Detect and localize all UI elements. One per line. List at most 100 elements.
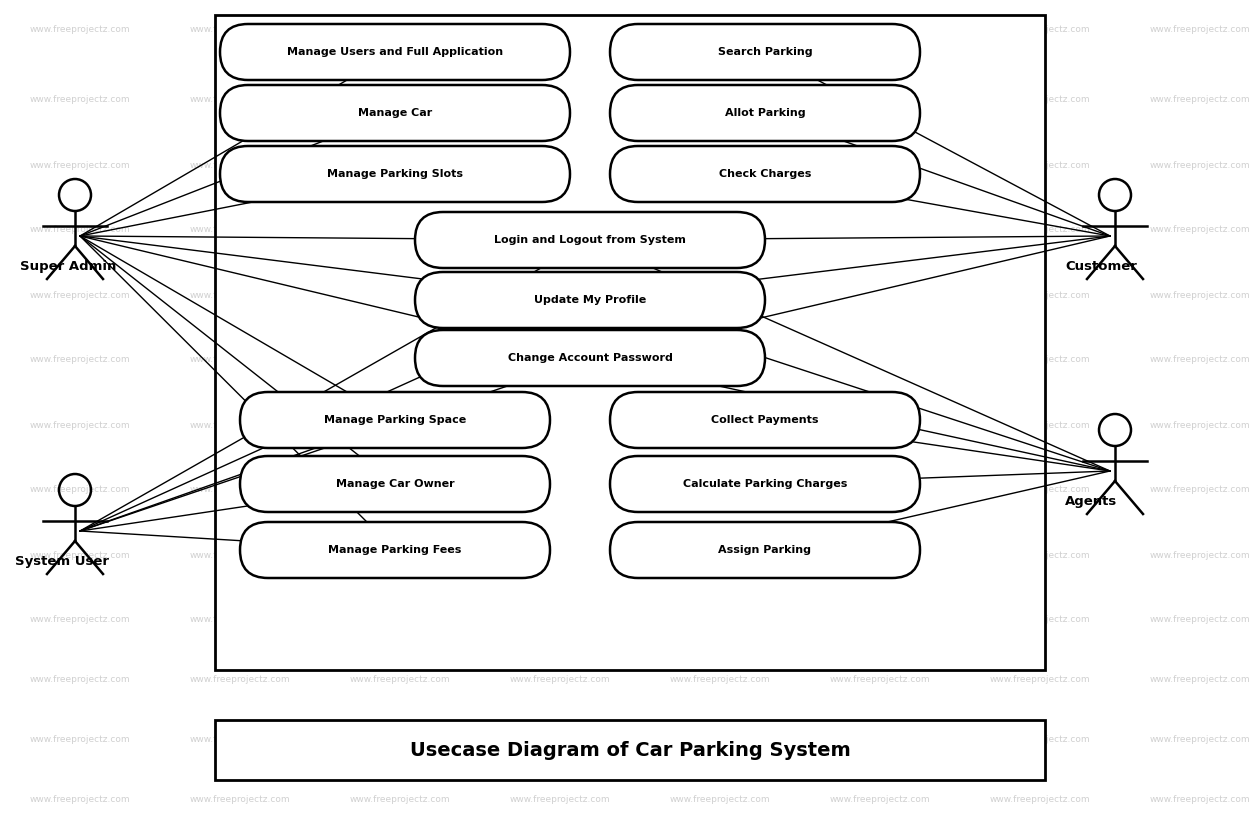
Text: www.freeprojectz.com: www.freeprojectz.com: [830, 616, 930, 625]
Text: www.freeprojectz.com: www.freeprojectz.com: [30, 676, 131, 685]
Text: www.freeprojectz.com: www.freeprojectz.com: [1150, 355, 1250, 364]
Text: Manage Parking Space: Manage Parking Space: [324, 415, 466, 425]
FancyBboxPatch shape: [610, 392, 920, 448]
Text: www.freeprojectz.com: www.freeprojectz.com: [830, 25, 930, 34]
Text: www.freeprojectz.com: www.freeprojectz.com: [350, 486, 451, 495]
Text: www.freeprojectz.com: www.freeprojectz.com: [830, 291, 930, 300]
FancyBboxPatch shape: [415, 330, 766, 386]
Text: www.freeprojectz.com: www.freeprojectz.com: [190, 25, 290, 34]
FancyBboxPatch shape: [610, 24, 920, 80]
Text: www.freeprojectz.com: www.freeprojectz.com: [190, 735, 290, 744]
Text: www.freeprojectz.com: www.freeprojectz.com: [30, 355, 131, 364]
FancyBboxPatch shape: [415, 212, 766, 268]
Text: www.freeprojectz.com: www.freeprojectz.com: [670, 795, 771, 804]
Text: Change Account Password: Change Account Password: [507, 353, 673, 363]
FancyBboxPatch shape: [240, 456, 550, 512]
Text: Agents: Agents: [1065, 495, 1117, 508]
Text: www.freeprojectz.com: www.freeprojectz.com: [30, 291, 131, 300]
Text: www.freeprojectz.com: www.freeprojectz.com: [190, 616, 290, 625]
Text: www.freeprojectz.com: www.freeprojectz.com: [990, 25, 1091, 34]
Text: www.freeprojectz.com: www.freeprojectz.com: [670, 96, 771, 105]
Text: Check Charges: Check Charges: [719, 169, 811, 179]
Text: www.freeprojectz.com: www.freeprojectz.com: [510, 735, 610, 744]
Text: www.freeprojectz.com: www.freeprojectz.com: [670, 735, 771, 744]
Text: www.freeprojectz.com: www.freeprojectz.com: [510, 616, 610, 625]
Text: Search Parking: Search Parking: [718, 47, 812, 57]
Text: www.freeprojectz.com: www.freeprojectz.com: [30, 616, 131, 625]
FancyBboxPatch shape: [240, 392, 550, 448]
Text: www.freeprojectz.com: www.freeprojectz.com: [670, 25, 771, 34]
FancyBboxPatch shape: [220, 24, 570, 80]
Text: www.freeprojectz.com: www.freeprojectz.com: [990, 291, 1091, 300]
Text: Manage Users and Full Application: Manage Users and Full Application: [287, 47, 503, 57]
Bar: [215, 720, 1045, 780]
Text: www.freeprojectz.com: www.freeprojectz.com: [670, 486, 771, 495]
Text: www.freeprojectz.com: www.freeprojectz.com: [1150, 616, 1250, 625]
Text: www.freeprojectz.com: www.freeprojectz.com: [990, 420, 1091, 429]
Text: www.freeprojectz.com: www.freeprojectz.com: [350, 355, 451, 364]
Text: www.freeprojectz.com: www.freeprojectz.com: [670, 676, 771, 685]
Text: www.freeprojectz.com: www.freeprojectz.com: [30, 96, 131, 105]
Text: Customer: Customer: [1065, 260, 1137, 273]
Text: Super Admin: Super Admin: [20, 260, 117, 273]
Text: www.freeprojectz.com: www.freeprojectz.com: [830, 161, 930, 170]
Text: www.freeprojectz.com: www.freeprojectz.com: [190, 676, 290, 685]
Text: www.freeprojectz.com: www.freeprojectz.com: [190, 161, 290, 170]
Text: www.freeprojectz.com: www.freeprojectz.com: [350, 96, 451, 105]
Text: www.freeprojectz.com: www.freeprojectz.com: [830, 225, 930, 234]
Text: www.freeprojectz.com: www.freeprojectz.com: [990, 795, 1091, 804]
Text: www.freeprojectz.com: www.freeprojectz.com: [1150, 735, 1250, 744]
Text: www.freeprojectz.com: www.freeprojectz.com: [510, 225, 610, 234]
Text: www.freeprojectz.com: www.freeprojectz.com: [510, 420, 610, 429]
Text: www.freeprojectz.com: www.freeprojectz.com: [830, 486, 930, 495]
Text: www.freeprojectz.com: www.freeprojectz.com: [190, 550, 290, 559]
Text: www.freeprojectz.com: www.freeprojectz.com: [190, 795, 290, 804]
Text: www.freeprojectz.com: www.freeprojectz.com: [350, 616, 451, 625]
Text: www.freeprojectz.com: www.freeprojectz.com: [990, 550, 1091, 559]
Text: www.freeprojectz.com: www.freeprojectz.com: [990, 676, 1091, 685]
Bar: [215, 15, 1045, 670]
Text: www.freeprojectz.com: www.freeprojectz.com: [670, 161, 771, 170]
Text: www.freeprojectz.com: www.freeprojectz.com: [830, 676, 930, 685]
Text: www.freeprojectz.com: www.freeprojectz.com: [990, 616, 1091, 625]
Text: www.freeprojectz.com: www.freeprojectz.com: [830, 735, 930, 744]
Text: www.freeprojectz.com: www.freeprojectz.com: [1150, 225, 1250, 234]
Text: Login and Logout from System: Login and Logout from System: [494, 235, 686, 245]
Text: www.freeprojectz.com: www.freeprojectz.com: [30, 161, 131, 170]
FancyBboxPatch shape: [610, 522, 920, 578]
Text: www.freeprojectz.com: www.freeprojectz.com: [830, 355, 930, 364]
Text: www.freeprojectz.com: www.freeprojectz.com: [830, 420, 930, 429]
Text: www.freeprojectz.com: www.freeprojectz.com: [1150, 550, 1250, 559]
Text: www.freeprojectz.com: www.freeprojectz.com: [1150, 795, 1250, 804]
Text: www.freeprojectz.com: www.freeprojectz.com: [30, 486, 131, 495]
Text: www.freeprojectz.com: www.freeprojectz.com: [830, 795, 930, 804]
Text: www.freeprojectz.com: www.freeprojectz.com: [510, 96, 610, 105]
Text: www.freeprojectz.com: www.freeprojectz.com: [1150, 161, 1250, 170]
Text: System User: System User: [15, 555, 109, 568]
Text: Usecase Diagram of Car Parking System: Usecase Diagram of Car Parking System: [409, 740, 851, 759]
Text: www.freeprojectz.com: www.freeprojectz.com: [1150, 420, 1250, 429]
FancyBboxPatch shape: [220, 85, 570, 141]
Text: www.freeprojectz.com: www.freeprojectz.com: [830, 96, 930, 105]
Text: www.freeprojectz.com: www.freeprojectz.com: [30, 795, 131, 804]
Text: Allot Parking: Allot Parking: [724, 108, 806, 118]
Text: www.freeprojectz.com: www.freeprojectz.com: [1150, 676, 1250, 685]
Text: www.freeprojectz.com: www.freeprojectz.com: [350, 291, 451, 300]
Text: www.freeprojectz.com: www.freeprojectz.com: [510, 291, 610, 300]
Text: www.freeprojectz.com: www.freeprojectz.com: [670, 291, 771, 300]
Text: www.freeprojectz.com: www.freeprojectz.com: [350, 550, 451, 559]
Text: www.freeprojectz.com: www.freeprojectz.com: [30, 420, 131, 429]
Text: www.freeprojectz.com: www.freeprojectz.com: [510, 550, 610, 559]
FancyBboxPatch shape: [220, 146, 570, 202]
Text: www.freeprojectz.com: www.freeprojectz.com: [510, 355, 610, 364]
Text: Update My Profile: Update My Profile: [533, 295, 646, 305]
Text: www.freeprojectz.com: www.freeprojectz.com: [990, 161, 1091, 170]
Text: www.freeprojectz.com: www.freeprojectz.com: [30, 225, 131, 234]
Text: www.freeprojectz.com: www.freeprojectz.com: [670, 225, 771, 234]
Text: www.freeprojectz.com: www.freeprojectz.com: [350, 676, 451, 685]
Text: www.freeprojectz.com: www.freeprojectz.com: [190, 225, 290, 234]
Text: www.freeprojectz.com: www.freeprojectz.com: [990, 735, 1091, 744]
Text: www.freeprojectz.com: www.freeprojectz.com: [670, 420, 771, 429]
FancyBboxPatch shape: [610, 85, 920, 141]
FancyBboxPatch shape: [415, 272, 766, 328]
